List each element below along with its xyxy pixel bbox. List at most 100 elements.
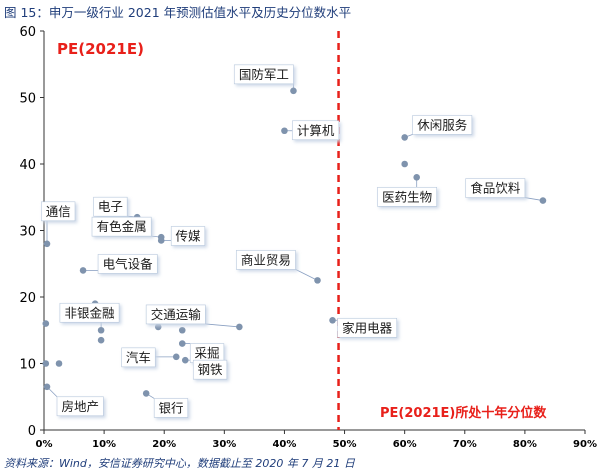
data-point (539, 197, 547, 204)
point-label: 汽车 (121, 347, 156, 368)
label-text: 家用电器 (342, 320, 393, 335)
point-label: 钢铁 (192, 359, 228, 380)
data-point (413, 174, 420, 181)
label-text: 采掘 (195, 346, 220, 361)
label-text: 房地产 (61, 399, 99, 414)
point-label: 国防军工 (233, 64, 294, 85)
point-label: 传媒 (170, 226, 206, 246)
data-point (79, 267, 87, 274)
label-box (337, 317, 398, 338)
point-label: 休闲服务 (412, 115, 473, 135)
label-text: 食品饮料 (470, 181, 521, 196)
x-tick-label: 60% (393, 439, 417, 450)
leader-line (295, 269, 318, 281)
x-tick-label: 50% (333, 439, 357, 450)
data-point (401, 160, 408, 168)
data-point (42, 360, 50, 367)
label-text: 休闲服务 (417, 117, 467, 132)
label-box (236, 250, 296, 270)
label-box (41, 201, 76, 222)
y-tick-label: 60 (19, 25, 36, 40)
y-tick-label: 30 (19, 225, 36, 240)
label-text: 银行 (158, 400, 183, 415)
data-point (142, 390, 150, 397)
data-point (55, 360, 63, 367)
point-label: 计算机 (292, 120, 340, 141)
data-point (97, 336, 105, 344)
data-point (290, 87, 297, 95)
label-text: 传媒 (176, 228, 202, 243)
data-point (172, 353, 180, 361)
data-point (97, 326, 105, 334)
figure-title: 图 15：申万一级行业 2021 年预测估值水平及历史分位数水平 (4, 5, 352, 20)
label-text: 商业贸易 (241, 252, 291, 267)
point-label: 家用电器 (337, 317, 398, 338)
point-label: 食品饮料 (465, 178, 526, 198)
y-tick-label: 0 (28, 424, 36, 439)
label-text: 国防军工 (239, 67, 289, 82)
data-point (43, 240, 51, 248)
data-point (314, 277, 321, 284)
label-box (233, 64, 294, 85)
label-text: 有色金属 (97, 219, 147, 234)
data-point (178, 326, 186, 334)
label-text: 钢铁 (198, 362, 224, 377)
x-tick-label: 30% (212, 439, 236, 450)
data-point (281, 127, 288, 135)
point-label: 银行 (153, 398, 189, 418)
label-box (56, 396, 104, 417)
label-text: 电气设备 (103, 256, 154, 271)
y-tick-label: 40 (19, 158, 36, 173)
label-text: 电子 (98, 199, 123, 214)
label-box (412, 115, 473, 135)
label-box (93, 196, 128, 217)
x-tick-label: 20% (152, 439, 176, 450)
x-tick-label: 40% (272, 439, 296, 450)
data-point (178, 340, 186, 347)
data-point (42, 320, 50, 327)
x-tick-label: 70% (453, 439, 477, 450)
label-box (59, 302, 120, 323)
data-point (236, 323, 243, 331)
figure-source: 资料来源：Wind，安信证券研究中心，数据截止至 2020 年 7 月 21 日 (4, 457, 355, 470)
point-label: 交通运输 (145, 304, 206, 325)
point-label: 通信 (41, 201, 76, 222)
label-box (170, 226, 206, 246)
data-point (401, 134, 408, 141)
label-box (192, 359, 228, 380)
leader-line (205, 323, 240, 328)
data-point (43, 383, 51, 391)
y-tick-label: 50 (19, 92, 36, 107)
label-box (91, 216, 152, 237)
x-axis-label: PE(2021E)所处十年分位数 (380, 405, 547, 421)
label-box (97, 254, 158, 274)
x-tick-label: 90% (573, 439, 597, 450)
chart-title: PE(2021E) (57, 40, 144, 58)
x-tick-label: 10% (92, 439, 116, 450)
point-label: 有色金属 (91, 216, 152, 237)
x-tick-label: 80% (513, 439, 537, 450)
label-box (377, 187, 437, 207)
point-label: 采掘 (189, 343, 225, 363)
y-tick-label: 20 (19, 291, 36, 306)
label-text: 非银金融 (64, 305, 115, 320)
data-point (329, 316, 336, 324)
point-label: 非银金融 (59, 302, 120, 323)
point-label: 医药生物 (377, 187, 437, 207)
x-tick-label: 0% (36, 439, 53, 450)
label-text: 通信 (46, 204, 71, 219)
point-label: 电气设备 (97, 254, 158, 274)
label-text: 汽车 (126, 350, 151, 365)
data-point (157, 237, 165, 244)
point-label: 房地产 (56, 396, 104, 417)
label-box (121, 347, 156, 368)
label-text: 计算机 (297, 123, 335, 138)
data-point (181, 356, 189, 364)
y-tick-label: 10 (19, 358, 36, 373)
label-text: 交通运输 (151, 307, 202, 322)
point-label: 商业贸易 (236, 250, 296, 270)
label-box (153, 398, 189, 418)
label-box (145, 304, 206, 325)
data-point (154, 323, 162, 331)
